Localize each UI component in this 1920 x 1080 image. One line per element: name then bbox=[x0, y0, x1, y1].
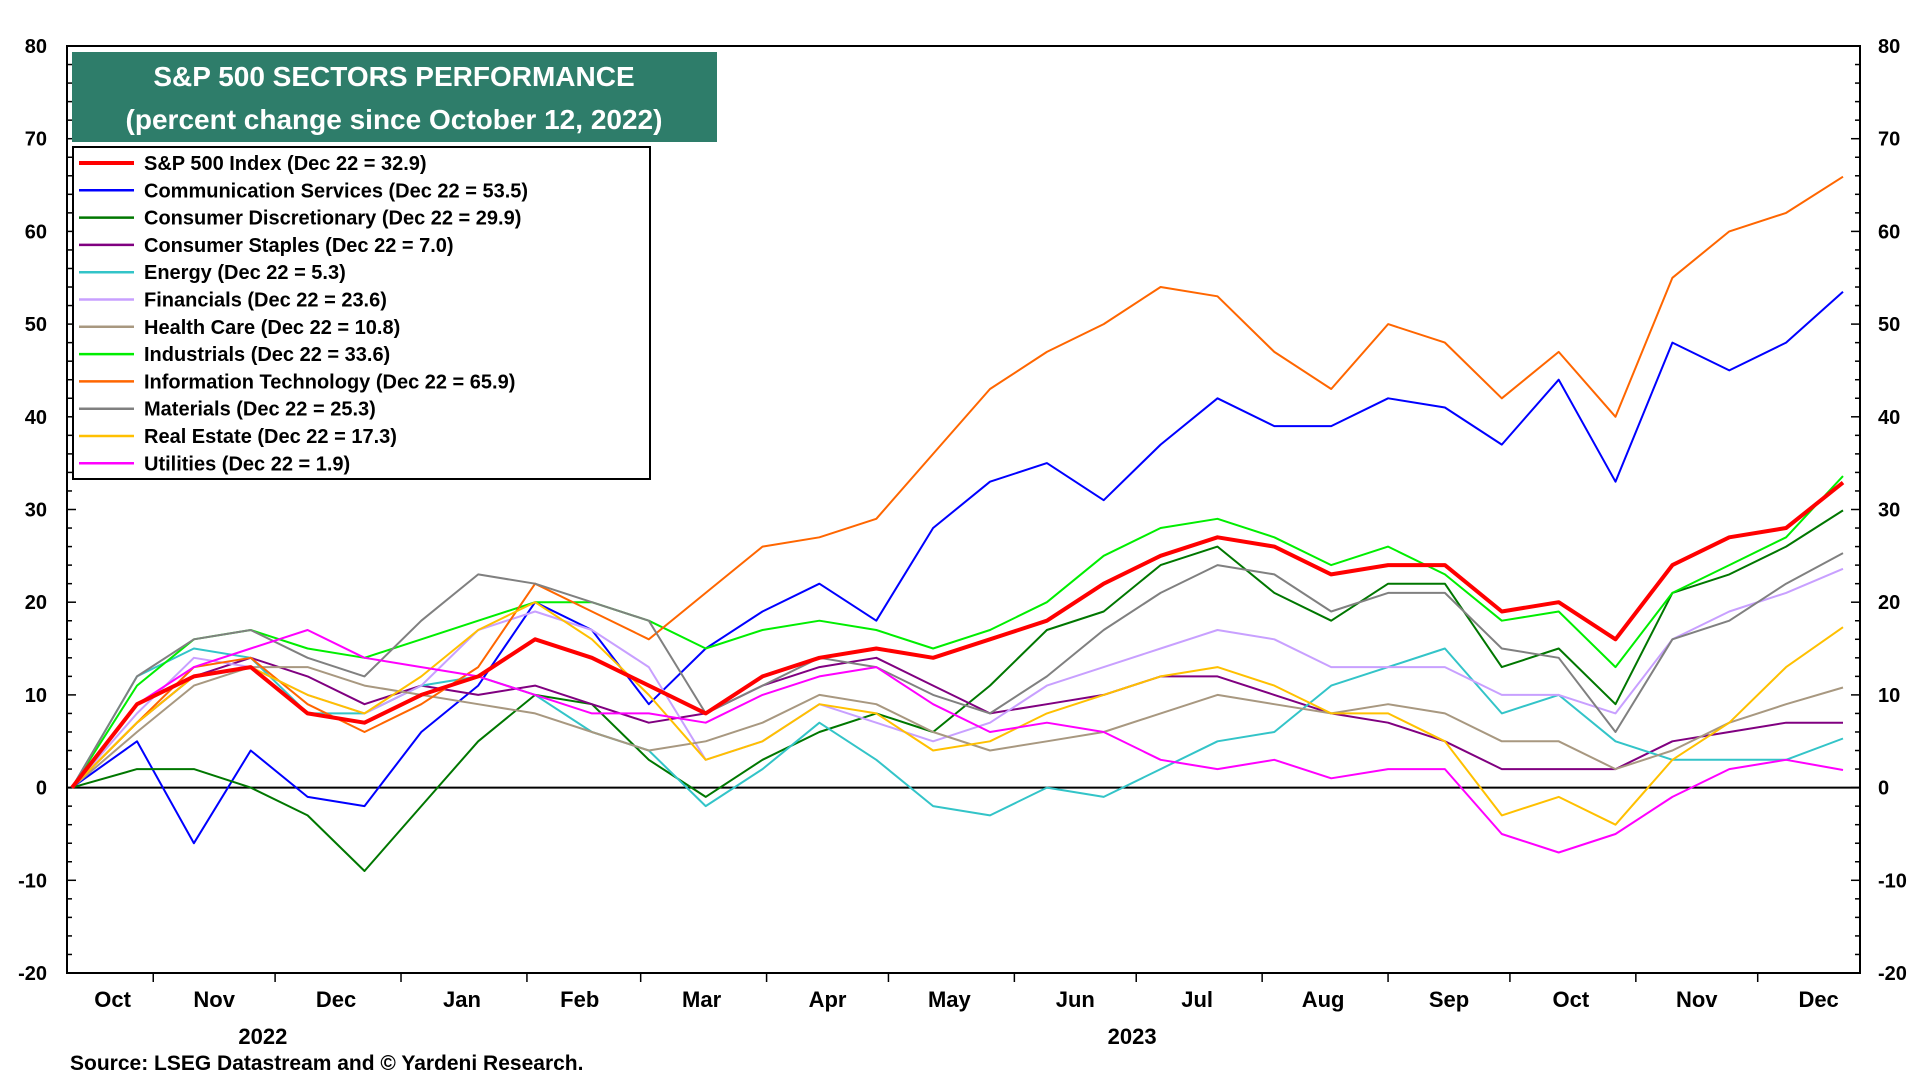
legend-label: Utilities (Dec 22 = 1.9) bbox=[144, 453, 350, 475]
y-tick-label-left: 40 bbox=[25, 407, 47, 429]
y-tick-label-left: 10 bbox=[25, 685, 47, 707]
y-tick-label-left: 50 bbox=[25, 314, 47, 336]
legend-label: S&P 500 Index (Dec 22 = 32.9) bbox=[144, 153, 427, 175]
chart-title: S&P 500 SECTORS PERFORMANCE bbox=[153, 61, 634, 92]
legend-label: Information Technology (Dec 22 = 65.9) bbox=[144, 371, 515, 393]
y-tick-label-right: 10 bbox=[1878, 685, 1900, 707]
legend-label: Materials (Dec 22 = 25.3) bbox=[144, 399, 376, 421]
legend-label: Communication Services (Dec 22 = 53.5) bbox=[144, 180, 528, 202]
y-tick-label-right: 70 bbox=[1878, 129, 1900, 151]
legend-label: Energy (Dec 22 = 5.3) bbox=[144, 262, 346, 284]
series-line-3 bbox=[71, 656, 1843, 789]
legend-label: Consumer Staples (Dec 22 = 7.0) bbox=[144, 235, 454, 257]
series-line-11 bbox=[71, 629, 1844, 854]
source-note: Source: LSEG Datastream and © Yardeni Re… bbox=[70, 1052, 583, 1075]
x-month-label: Oct bbox=[94, 987, 131, 1012]
legend-label: Real Estate (Dec 22 = 17.3) bbox=[144, 426, 397, 448]
y-tick-label-left: 60 bbox=[25, 221, 47, 243]
x-month-label: Dec bbox=[1798, 987, 1838, 1012]
x-month-label: Jul bbox=[1181, 987, 1213, 1012]
x-month-label: Dec bbox=[316, 987, 356, 1012]
x-month-label: Nov bbox=[1676, 987, 1718, 1012]
chart-subtitle: (percent change since October 12, 2022) bbox=[126, 104, 663, 135]
series-line-7 bbox=[71, 475, 1844, 789]
legend-label: Health Care (Dec 22 = 10.8) bbox=[144, 317, 400, 339]
x-month-label: Mar bbox=[682, 987, 722, 1012]
y-tick-label-left: 0 bbox=[36, 778, 47, 800]
legend: S&P 500 Index (Dec 22 = 32.9) Communicati… bbox=[72, 146, 651, 480]
y-tick-label-left: 80 bbox=[25, 36, 47, 58]
x-year-label: 2022 bbox=[238, 1024, 287, 1049]
x-month-label: Nov bbox=[193, 987, 235, 1012]
series-line-2 bbox=[71, 509, 1844, 872]
legend-box bbox=[72, 146, 651, 480]
series-line-5 bbox=[71, 567, 1844, 789]
y-tick-label-right: 40 bbox=[1878, 407, 1900, 429]
series-line-9 bbox=[71, 552, 1844, 789]
legend-label: Industrials (Dec 22 = 33.6) bbox=[144, 344, 390, 366]
y-tick-label-right: -20 bbox=[1878, 963, 1907, 985]
x-month-label: Sep bbox=[1429, 987, 1469, 1012]
x-axis: Oct Nov Dec Jan Feb Mar Apr May Jun Jul Aug Sep Oct N… bbox=[94, 973, 1839, 1049]
y-tick-label-right: 0 bbox=[1878, 778, 1889, 800]
x-month-label: Apr bbox=[809, 987, 847, 1012]
chart-title-box: S&P 500 SECTORS PERFORMANCE (percent cha… bbox=[72, 52, 717, 142]
y-tick-label-left: 30 bbox=[25, 500, 47, 522]
series-line-6 bbox=[71, 666, 1844, 789]
x-month-label: Oct bbox=[1553, 987, 1590, 1012]
y-tick-label-right: 30 bbox=[1878, 500, 1900, 522]
y-tick-label-left: 70 bbox=[25, 129, 47, 151]
x-month-label: Jun bbox=[1056, 987, 1095, 1012]
x-month-label: Jan bbox=[443, 987, 481, 1012]
x-month-label: Feb bbox=[560, 987, 599, 1012]
y-tick-label-right: -10 bbox=[1878, 870, 1907, 892]
series-line-0 bbox=[70, 481, 1845, 789]
y-tick-label-right: 80 bbox=[1878, 36, 1900, 58]
series-line-8 bbox=[71, 175, 1844, 789]
y-tick-label-right: 60 bbox=[1878, 221, 1900, 243]
y-tick-label-right: 20 bbox=[1878, 592, 1900, 614]
y-tick-label-left: -20 bbox=[18, 963, 47, 985]
y-tick-label-left: -10 bbox=[18, 870, 47, 892]
x-month-label: May bbox=[928, 987, 972, 1012]
legend-label: Financials (Dec 22 = 23.6) bbox=[144, 290, 387, 312]
title-background bbox=[72, 52, 717, 142]
legend-label: Consumer Discretionary (Dec 22 = 29.9) bbox=[144, 208, 521, 230]
y-axis-left: -20 -10 0 10 20 30 40 50 60 70 80 bbox=[18, 36, 76, 985]
series-line-1 bbox=[71, 290, 1844, 845]
y-axis-right: -20 -10 0 10 20 30 40 50 60 70 80 bbox=[1851, 36, 1907, 985]
series-line-10 bbox=[71, 601, 1844, 826]
x-year-label: 2023 bbox=[1108, 1024, 1157, 1049]
series-layer bbox=[70, 175, 1845, 872]
x-month-label: Aug bbox=[1302, 987, 1345, 1012]
y-tick-label-left: 20 bbox=[25, 592, 47, 614]
y-tick-label-right: 50 bbox=[1878, 314, 1900, 336]
